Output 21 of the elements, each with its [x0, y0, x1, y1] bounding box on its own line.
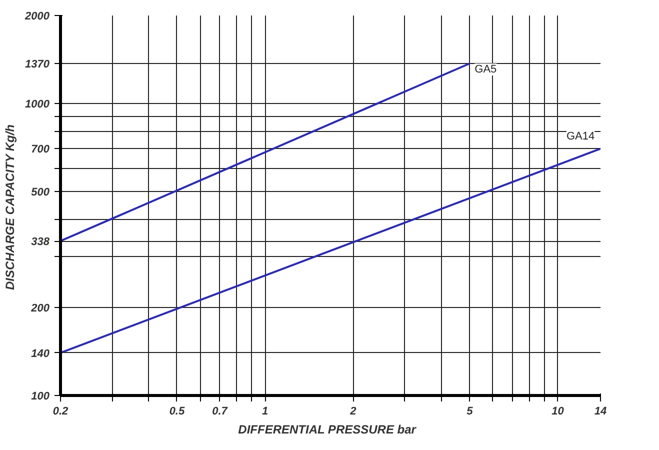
x-tick-label: 0.2 — [52, 406, 68, 418]
y-tick-label: 1370 — [25, 58, 50, 70]
series-label: GA14 — [566, 130, 595, 143]
x-tick-label: 14 — [594, 406, 607, 418]
y-tick-label: 338 — [31, 236, 50, 248]
y-tick-label: 200 — [30, 302, 50, 315]
y-tick-label: 140 — [31, 348, 50, 360]
y-axis-title: DISCHARGE CAPACITY Kg/h — [3, 124, 18, 290]
x-tick-label: 10 — [552, 406, 565, 418]
series-label: GA5 — [474, 63, 497, 76]
x-tick-label: 1 — [262, 406, 268, 418]
x-tick-label: 0.5 — [169, 406, 186, 418]
x-axis-title: DIFFERENTIAL PRESSURE bar — [238, 422, 418, 436]
y-tick-label: 1000 — [25, 98, 50, 110]
y-tick-label: 100 — [31, 390, 50, 402]
x-tick-label: 2 — [349, 406, 356, 418]
y-tick-label: 700 — [31, 144, 50, 156]
y-tick-label: 2000 — [24, 10, 50, 22]
y-tick-label: 500 — [31, 186, 50, 198]
x-tick-label: 0.7 — [212, 406, 228, 418]
x-tick-label: 5 — [466, 406, 474, 418]
